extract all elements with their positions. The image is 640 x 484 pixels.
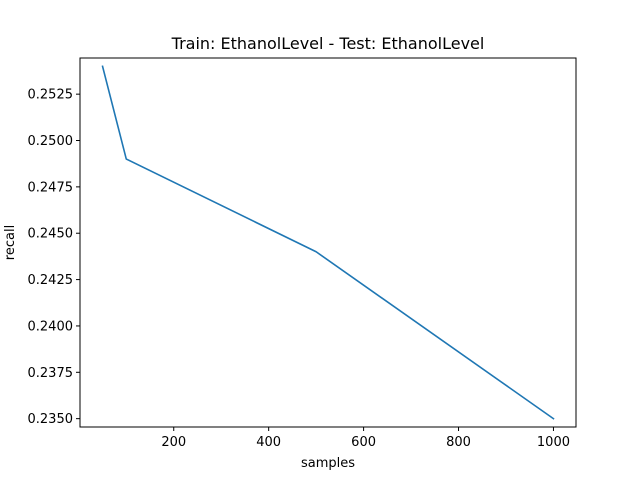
x-tick-label: 200 xyxy=(161,435,186,450)
x-axis: 200 400 600 800 1000 xyxy=(161,427,570,450)
plot-frame xyxy=(79,57,577,428)
x-tick-label: 800 xyxy=(446,435,471,450)
y-tick-label: 0.2450 xyxy=(28,227,74,242)
plot-area xyxy=(80,58,576,427)
y-tick-label: 0.2350 xyxy=(28,412,74,427)
y-tick-label: 0.2525 xyxy=(28,88,74,103)
y-tick-label: 0.2400 xyxy=(28,319,74,334)
x-axis-label: samples xyxy=(301,456,355,471)
y-tick-label: 0.2425 xyxy=(28,273,74,288)
series-line xyxy=(101,65,555,420)
chart-title: Train: EthanolLevel - Test: EthanolLevel xyxy=(171,34,485,53)
y-tick-label: 0.2375 xyxy=(28,366,74,381)
x-tick-label: 1000 xyxy=(537,435,570,450)
y-axis: 0.2350 0.2375 0.2400 0.2425 0.2450 0.2475 0.25… xyxy=(28,88,80,427)
x-tick-label: 600 xyxy=(351,435,376,450)
x-tick-label: 400 xyxy=(256,435,281,450)
y-tick-label: 0.2475 xyxy=(28,180,74,195)
y-axis-label: recall xyxy=(3,225,18,260)
y-tick-label: 0.2500 xyxy=(28,134,74,149)
series-layer xyxy=(101,65,555,420)
